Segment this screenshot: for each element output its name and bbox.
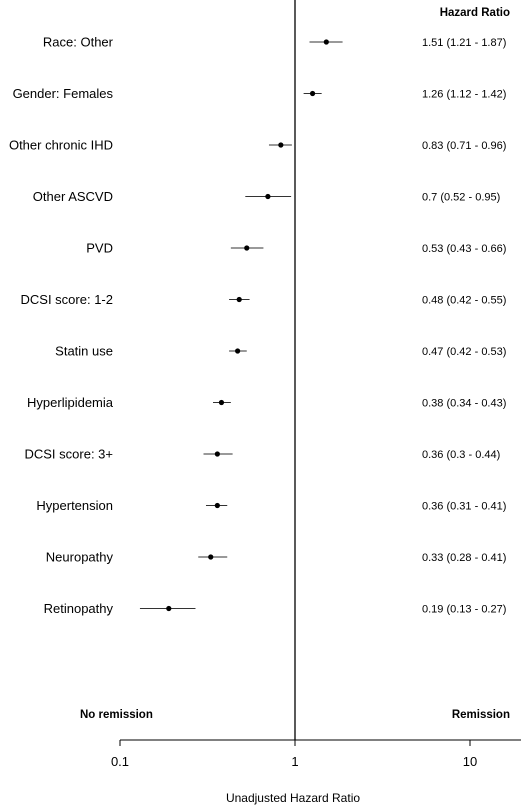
- point-estimate-hypertension: [214, 502, 220, 509]
- forest-row: Other chronic IHD 0.83 (0.71 - 0.96): [9, 138, 506, 153]
- row-label-statin-use: Statin use: [55, 344, 113, 359]
- no-remission-annotation: No remission: [80, 709, 153, 721]
- row-label-hypertension: Hypertension: [36, 498, 113, 513]
- point-estimate-other-chronic-ihd: [278, 142, 284, 148]
- point-estimate-neuropathy: [208, 554, 214, 560]
- hazard-ratio-header: Hazard Ratio: [440, 7, 510, 19]
- point-estimate-other-ascvd: [265, 193, 271, 200]
- point-estimate-gender-females: [309, 90, 316, 97]
- x-tick-label: 1: [291, 754, 298, 769]
- row-label-other-ascvd: Other ASCVD: [33, 189, 113, 204]
- forest-row: Statin use 0.47 (0.42 - 0.53): [55, 344, 506, 359]
- hr-text-statin-use: 0.47 (0.42 - 0.53): [422, 346, 506, 358]
- forest-row: Retinopathy 0.19 (0.13 - 0.27): [44, 601, 507, 616]
- hr-text-race-other: 1.51 (1.21 - 1.87): [422, 37, 506, 49]
- point-estimate-pvd: [244, 245, 250, 251]
- row-label-hyperlipidemia: Hyperlipidemia: [27, 395, 114, 410]
- forest-row: Hypertension 0.36 (0.31 - 0.41): [36, 498, 506, 513]
- hr-text-pvd: 0.53 (0.43 - 0.66): [422, 243, 506, 255]
- hr-text-neuropathy: 0.33 (0.28 - 0.41): [422, 552, 506, 564]
- forest-row: Gender: Females 1.26 (1.12 - 1.42): [13, 86, 507, 101]
- forest-row: Neuropathy 0.33 (0.28 - 0.41): [46, 550, 507, 565]
- point-estimate-dcsi-score-3: [214, 451, 220, 457]
- row-label-gender-females: Gender: Females: [13, 86, 114, 101]
- point-estimate-statin-use: [235, 348, 241, 354]
- point-estimate-hyperlipidemia: [218, 399, 225, 406]
- forest-row: Hyperlipidemia 0.38 (0.34 - 0.43): [27, 395, 506, 410]
- remission-annotation: Remission: [452, 709, 510, 721]
- forest-row: DCSI score: 3+ 0.36 (0.3 - 0.44): [24, 447, 500, 462]
- row-label-pvd: PVD: [86, 241, 113, 256]
- forest-row: PVD 0.53 (0.43 - 0.66): [86, 241, 506, 256]
- forest-row: DCSI score: 1-2 0.48 (0.42 - 0.55): [21, 292, 507, 307]
- hr-text-hypertension: 0.36 (0.31 - 0.41): [422, 501, 506, 513]
- forest-row: Race: Other 1.51 (1.21 - 1.87): [43, 35, 506, 50]
- x-axis-title: Unadjusted Hazard Ratio: [226, 791, 360, 805]
- hr-text-hyperlipidemia: 0.38 (0.34 - 0.43): [422, 398, 506, 410]
- x-tick-label: 0.1: [111, 754, 129, 769]
- hr-text-dcsi-score-3: 0.36 (0.3 - 0.44): [422, 449, 500, 461]
- point-estimate-retinopathy: [166, 605, 172, 612]
- forest-rows: Race: Other 1.51 (1.21 - 1.87) Gender: Fem…: [9, 35, 506, 617]
- row-label-neuropathy: Neuropathy: [46, 550, 114, 565]
- x-tick-label: 10: [463, 754, 477, 769]
- hr-text-other-ascvd: 0.7 (0.52 - 0.95): [422, 192, 500, 204]
- row-label-race-other: Race: Other: [43, 35, 114, 50]
- forest-row: Other ASCVD 0.7 (0.52 - 0.95): [33, 189, 500, 204]
- point-estimate-dcsi-score-1-2: [236, 296, 242, 303]
- hr-text-retinopathy: 0.19 (0.13 - 0.27): [422, 604, 506, 616]
- hr-text-gender-females: 1.26 (1.12 - 1.42): [422, 89, 506, 101]
- row-label-retinopathy: Retinopathy: [44, 601, 114, 616]
- hr-text-dcsi-score-1-2: 0.48 (0.42 - 0.55): [422, 295, 506, 307]
- row-label-dcsi-score-3: DCSI score: 3+: [24, 447, 113, 462]
- x-axis-ticks: 0.1 1 10: [111, 740, 477, 769]
- row-label-dcsi-score-1-2: DCSI score: 1-2: [21, 292, 113, 307]
- row-label-other-chronic-ihd: Other chronic IHD: [9, 138, 113, 153]
- hr-text-other-chronic-ihd: 0.83 (0.71 - 0.96): [422, 140, 506, 152]
- point-estimate-race-other: [323, 39, 329, 45]
